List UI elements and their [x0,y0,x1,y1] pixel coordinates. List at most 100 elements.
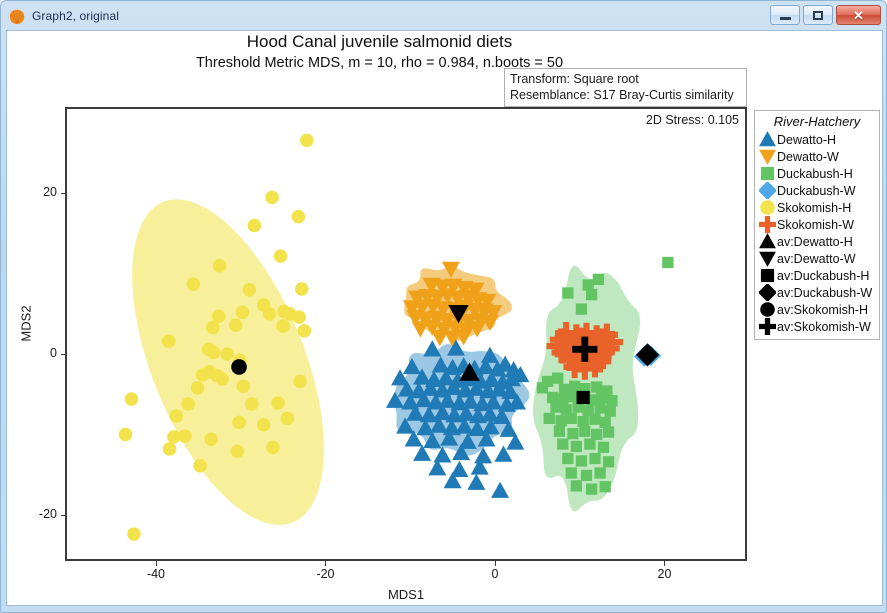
data-point [508,393,527,410]
data-point [588,350,612,373]
triangle-down-icon [759,148,776,165]
data-point [454,329,473,346]
data-point [297,324,312,338]
close-icon: ✕ [853,7,864,23]
data-point [467,473,486,490]
data-point [276,319,290,333]
legend-item-dewatto-h[interactable]: Dewatto-H [759,131,875,148]
data-point [256,418,271,432]
data-point [467,379,486,396]
data-point [232,415,246,430]
maximize-icon [813,10,823,20]
data-point [536,382,549,394]
maximize-button[interactable] [803,5,833,25]
triangle-down-glyph [759,149,776,165]
circle-icon [759,199,776,216]
square-glyph [760,166,775,181]
series-duckabush-h [536,256,674,495]
legend-item-duckabush-w[interactable]: Duckabush-W [757,180,875,201]
triangle-up-glyph [759,233,776,249]
legend-item-av-skokomish-w[interactable]: av:Skokomish-W [757,316,875,337]
data-point [580,469,593,482]
close-button[interactable]: ✕ [836,5,881,25]
data-point [300,133,314,148]
data-point [212,258,227,273]
x-tick-label: 0 [491,567,499,581]
data-point [565,412,577,425]
data-point [433,279,452,296]
plus-icon [757,214,778,235]
data-point [583,354,607,378]
data-point [562,287,574,299]
data-point [604,405,616,417]
legend-item-skokomish-h[interactable]: Skokomish-H [759,199,875,216]
legend-item-dewatto-w[interactable]: Dewatto-W [759,148,875,165]
data-point [480,405,499,422]
data-point [490,380,509,397]
data-point [468,419,487,437]
data-point [480,314,499,331]
triangle-up-icon [759,131,776,148]
data-point [430,416,449,433]
data-point [553,425,566,437]
data-point [186,277,201,291]
data-point [118,427,133,442]
cluster-hull-skokomish-h [132,199,324,525]
legend-item-label: Dewatto-H [777,132,837,147]
chart-title: Hood Canal juvenile salmonid diets [246,32,513,51]
data-point [211,309,226,324]
x-tick-label: -40 [146,567,166,581]
triangle-down-icon [759,250,776,267]
data-point [491,481,510,498]
data-point [161,334,176,348]
minimize-button[interactable] [770,5,800,25]
data-point [193,459,207,473]
triangle-up-icon [759,233,776,250]
diamond-glyph [757,282,778,303]
data-point [584,438,596,450]
data-point [557,438,569,450]
y-tick-mark [61,193,66,195]
data-point [557,393,569,405]
legend-item-label: Duckabush-H [777,166,853,181]
legend-item-duckabush-h[interactable]: Duckabush-H [759,165,875,182]
data-point [477,430,496,447]
centroid-marker-skokomish-w [572,336,598,362]
data-point [404,430,423,447]
data-point [262,307,277,321]
data-point [599,481,611,493]
data-point [589,413,601,425]
data-point [413,444,432,461]
legend-item-av-skokomish-h[interactable]: av:Skokomish-H [759,301,875,318]
data-point [206,320,220,335]
legend-item-skokomish-w[interactable]: Skokomish-W [757,214,875,235]
legend-item-av-duckabush-h[interactable]: av:Duckabush-H [759,267,875,284]
data-point [597,441,610,453]
legend-item-label: av:Duckabush-H [777,268,870,283]
data-point [162,442,177,456]
data-point [436,369,455,386]
data-point [190,381,205,395]
legend-item-av-dewatto-w[interactable]: av:Dewatto-W [759,250,875,267]
legend-item-label: Skokomish-W [777,217,855,232]
data-point [423,431,442,449]
x-tick-mark [664,561,666,566]
data-point [396,417,415,434]
data-point [416,419,435,436]
data-point [482,370,501,388]
legend-item-label: av:Dewatto-H [777,234,853,249]
data-point [478,293,497,311]
series-skokomish-h [118,133,314,541]
data-point [215,372,229,386]
data-point [552,372,564,384]
data-point [291,209,306,224]
data-point [440,429,459,446]
legend-item-av-duckabush-w[interactable]: av:Duckabush-W [757,282,875,303]
plus-glyph [757,316,778,337]
window-title: Graph2, original [32,8,119,23]
chart-subtitle: Threshold Metric MDS, m = 10, rho = 0.98… [195,55,564,71]
data-point [204,432,218,447]
data-point [443,330,462,348]
plot-area[interactable]: 2D Stress: 0.105 [65,107,747,561]
legend-item-av-dewatto-h[interactable]: av:Dewatto-H [759,233,875,250]
